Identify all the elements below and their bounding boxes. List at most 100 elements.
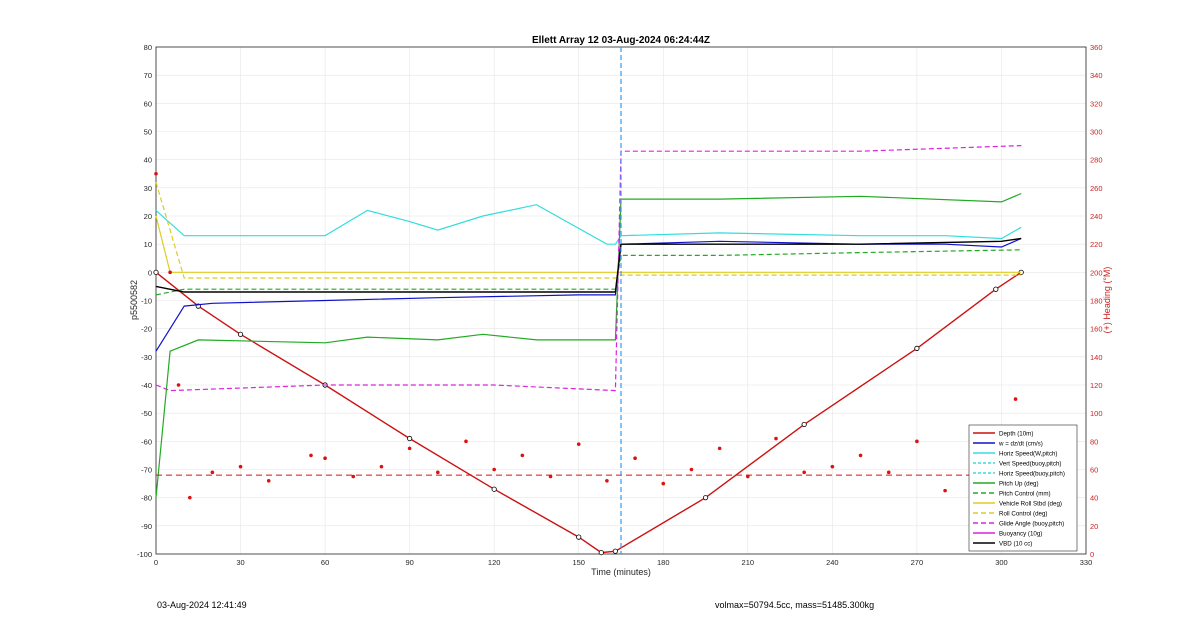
y-right-tick-label: 160 bbox=[1090, 325, 1103, 334]
x-axis-label: Time (minutes) bbox=[591, 567, 651, 577]
heading-point bbox=[520, 453, 525, 458]
y-tick-label: -50 bbox=[141, 409, 152, 418]
heading-point bbox=[188, 495, 192, 500]
y-tick-label: -10 bbox=[141, 297, 152, 306]
heading-point bbox=[746, 474, 750, 479]
y-tick-label: 10 bbox=[144, 240, 152, 249]
x-tick-label: 180 bbox=[657, 558, 670, 567]
y-tick-label: -60 bbox=[141, 437, 152, 446]
legend-label: Glide Angle (buoy,pitch) bbox=[999, 521, 1064, 528]
heading-point bbox=[886, 470, 891, 475]
depth-marker bbox=[702, 495, 709, 501]
heading-point bbox=[309, 453, 313, 458]
y-tick-label: 40 bbox=[144, 156, 152, 165]
y-right-tick-label: 120 bbox=[1090, 381, 1103, 390]
legend-label: Horiz Speed(W,pitch) bbox=[999, 451, 1057, 458]
y-right-tick-label: 280 bbox=[1090, 156, 1103, 165]
series-layer bbox=[153, 47, 1024, 556]
x-tick-label: 0 bbox=[154, 558, 158, 567]
y-axis-label: p5500582 bbox=[129, 280, 139, 320]
chart-title: Ellett Array 12 03-Aug-2024 06:24:44Z bbox=[532, 35, 710, 46]
heading-point bbox=[915, 439, 919, 444]
legend-label: Pitch Control (mm) bbox=[999, 491, 1051, 498]
y-right-tick-label: 200 bbox=[1090, 268, 1103, 277]
legend-label: Horiz Speed(buoy,pitch) bbox=[999, 471, 1065, 478]
legend-label: Vehicle Roll Stbd (deg) bbox=[999, 501, 1062, 508]
y-tick-label: -90 bbox=[141, 522, 152, 531]
depth-marker bbox=[576, 534, 582, 540]
y-right-tick-label: 320 bbox=[1090, 99, 1103, 108]
y-tick-label: -70 bbox=[141, 466, 152, 475]
series-line bbox=[155, 204, 1022, 245]
y-tick-label: -40 bbox=[141, 381, 152, 390]
series-line bbox=[155, 215, 1022, 273]
footer-info: volmax=50794.5cc, mass=51485.300kg bbox=[715, 600, 875, 610]
x-tick-label: 90 bbox=[405, 558, 413, 567]
series-line bbox=[155, 145, 1022, 392]
legend: Depth (10m) w = dz/dt (cm/s) Horiz Speed(W… bbox=[968, 424, 1078, 552]
y-right-tick-label: 20 bbox=[1090, 522, 1098, 531]
heading-point bbox=[210, 470, 215, 475]
depth-marker bbox=[491, 486, 497, 492]
series-line bbox=[155, 192, 1022, 498]
heading-point bbox=[238, 464, 243, 469]
heading-point bbox=[492, 467, 496, 472]
y-right-tick-label: 300 bbox=[1090, 128, 1103, 137]
y-tick-label: 30 bbox=[144, 184, 152, 193]
heading-point bbox=[176, 383, 181, 387]
heading-point bbox=[548, 474, 553, 479]
heading-point bbox=[266, 478, 271, 483]
y-tick-label: -100 bbox=[137, 550, 152, 559]
y-axis-ticks: 80 70 60 50 40 30 20 10 0 -10 -20 -30 -40 -50 -60 -70 -8… bbox=[137, 43, 152, 559]
legend-label: Vert Speed(buoy,pitch) bbox=[999, 461, 1061, 468]
y-tick-label: 60 bbox=[144, 99, 152, 108]
series-line bbox=[155, 182, 1022, 279]
legend-label: VBD (10 cc) bbox=[999, 541, 1032, 548]
x-tick-label: 120 bbox=[488, 558, 501, 567]
x-tick-label: 30 bbox=[236, 558, 244, 567]
y-tick-label: -30 bbox=[141, 353, 152, 362]
legend-label: Pitch Up (deg) bbox=[999, 481, 1039, 488]
legend-label: Roll Control (deg) bbox=[999, 511, 1048, 518]
y-right-tick-label: 180 bbox=[1090, 297, 1103, 306]
x-tick-label: 210 bbox=[742, 558, 755, 567]
depth-marker bbox=[914, 345, 920, 351]
y-tick-label: 50 bbox=[144, 128, 152, 137]
y-axis-right-label: (+) Heading (°M) bbox=[1102, 267, 1112, 334]
heading-point bbox=[436, 470, 440, 475]
y-right-tick-label: 40 bbox=[1090, 494, 1098, 503]
depth-marker bbox=[801, 421, 807, 428]
heading-point bbox=[407, 446, 412, 451]
x-tick-label: 240 bbox=[826, 558, 839, 567]
y-right-tick-label: 340 bbox=[1090, 71, 1103, 80]
x-tick-label: 270 bbox=[911, 558, 924, 567]
legend-label: Depth (10m) bbox=[999, 431, 1033, 438]
y-right-tick-label: 360 bbox=[1090, 43, 1103, 52]
heading-point bbox=[351, 474, 356, 479]
y-right-tick-label: 60 bbox=[1090, 466, 1098, 475]
y-tick-label: 0 bbox=[148, 268, 152, 277]
x-tick-label: 60 bbox=[321, 558, 329, 567]
y-tick-label: 70 bbox=[144, 71, 152, 80]
heading-point bbox=[717, 446, 722, 451]
heading-point bbox=[323, 456, 327, 461]
y-tick-label: 20 bbox=[144, 212, 152, 221]
y-right-tick-label: 140 bbox=[1090, 353, 1103, 362]
depth-marker bbox=[598, 549, 604, 556]
heading-point bbox=[464, 439, 468, 444]
heading-point bbox=[689, 467, 694, 472]
depth-marker bbox=[407, 435, 413, 442]
series-line bbox=[155, 237, 1022, 293]
x-tick-label: 330 bbox=[1080, 558, 1093, 567]
legend-box bbox=[968, 424, 1078, 552]
legend-label: Buoyancy (10g) bbox=[999, 531, 1042, 538]
depth-marker bbox=[993, 286, 999, 292]
heading-point bbox=[168, 270, 172, 275]
heading-point bbox=[774, 436, 778, 441]
heading-point bbox=[858, 453, 863, 458]
y-tick-label: -20 bbox=[141, 325, 152, 334]
y-right-tick-label: 260 bbox=[1090, 184, 1103, 193]
heading-point bbox=[633, 456, 637, 461]
heading-point bbox=[576, 442, 581, 446]
